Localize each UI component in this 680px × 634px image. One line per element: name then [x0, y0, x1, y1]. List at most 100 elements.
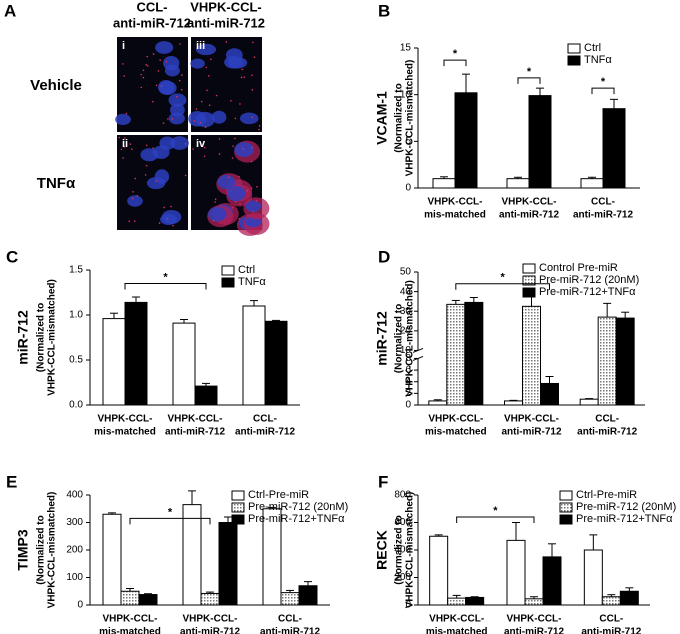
signal-dot	[184, 174, 187, 177]
nucleus	[234, 142, 254, 158]
y-tick-label: 100	[66, 572, 83, 583]
legend-swatch	[231, 502, 245, 513]
y-axis-subtitle: (Normalized to	[394, 515, 405, 584]
nucleus	[158, 81, 177, 95]
signal-dot	[234, 200, 237, 203]
signal-dot	[192, 148, 194, 150]
bar	[242, 305, 266, 406]
signal-dot	[239, 103, 241, 105]
significance-star: *	[493, 505, 498, 517]
signal-dot	[212, 220, 215, 222]
y-axis-subtitle: (Normalized to	[36, 303, 47, 372]
x-tick-label: VHPK-CCL-	[103, 614, 158, 625]
y-tick-label: 15	[400, 43, 412, 54]
nucleus	[196, 43, 217, 56]
row-header: Vehicle	[30, 77, 82, 94]
x-tick-label: VHPK-CCL-	[429, 614, 484, 625]
bar	[504, 400, 523, 406]
signal-dot	[232, 145, 234, 147]
bar	[298, 585, 318, 606]
bar	[280, 592, 300, 606]
bar	[464, 301, 484, 406]
y-tick-label: 4	[405, 376, 411, 387]
x-tick-label: VHPK-CCL-	[504, 414, 559, 425]
signal-dot	[251, 89, 254, 91]
y-tick-label: 50	[400, 267, 412, 278]
bar	[579, 398, 599, 406]
signal-dot	[160, 85, 163, 87]
y-tick-label: 600	[394, 517, 411, 528]
y-tick-label: 800	[394, 490, 411, 501]
y-tick-label: 40	[400, 286, 412, 297]
column-header: VHPK-CCL-	[190, 0, 262, 14]
nucleus	[227, 57, 248, 69]
signal-dot	[157, 70, 160, 72]
signal-dot	[142, 76, 145, 79]
significance-star: *	[163, 271, 168, 283]
panel-label: C	[6, 247, 18, 266]
bar	[506, 178, 530, 189]
bar	[454, 92, 478, 189]
signal-dot	[176, 95, 178, 98]
signal-dot	[171, 118, 174, 120]
nucleus	[161, 209, 182, 225]
signal-dot	[128, 220, 131, 223]
signal-dot	[165, 61, 168, 63]
signal-dot	[145, 64, 147, 66]
bar	[194, 385, 218, 406]
bar	[262, 508, 282, 606]
image-label: ii	[122, 138, 128, 150]
y-tick-label: 0.5	[69, 355, 83, 366]
nucleus	[140, 148, 159, 162]
y-tick-label: 20	[400, 325, 412, 336]
y-tick-label: 8	[405, 353, 411, 364]
legend-label: Pre-miR-712 (20nM)	[248, 501, 348, 513]
significance-star: *	[601, 76, 606, 88]
y-tick-label: 0.0	[69, 400, 83, 411]
signal-dot	[170, 205, 172, 208]
legend-label: Pre-miR-712 (20nM)	[576, 501, 676, 513]
signal-dot	[131, 197, 134, 200]
x-tick-label: anti-miR-712	[577, 427, 637, 438]
x-tick-label: anti-miR-712	[573, 210, 633, 221]
y-tick-label: 0	[405, 600, 411, 611]
signal-dot	[218, 138, 221, 140]
bar	[522, 305, 541, 406]
signal-dot	[250, 146, 253, 149]
x-tick-label: CCL-	[595, 414, 619, 425]
signal-dot	[136, 195, 139, 197]
column-header: anti-miR-712	[113, 15, 191, 30]
x-tick-label: VHPK-CCL-	[183, 614, 238, 625]
legend-label: TNFα	[238, 276, 266, 288]
signal-dot	[255, 199, 258, 202]
legend-swatch	[231, 490, 245, 501]
y-axis-subtitle: VHPK-CCL-mismatched)	[47, 279, 58, 396]
y-axis-subtitle: VHPK-CCL-mismatched)	[405, 492, 416, 609]
y-axis-title: miR-712	[15, 310, 31, 365]
signal-dot	[225, 41, 228, 43]
signal-dot	[125, 112, 128, 115]
y-tick-label: 10	[400, 345, 412, 356]
signal-dot	[246, 190, 249, 192]
nucleus	[190, 58, 205, 69]
bar	[615, 317, 635, 406]
x-tick-label: anti-miR-712	[501, 427, 561, 438]
signal-dot	[180, 88, 183, 91]
panel-label: B	[378, 1, 390, 20]
nucleus	[164, 64, 180, 77]
legend-label: Pre-miR-712 (20nM)	[539, 274, 639, 286]
bar	[580, 178, 604, 189]
signal-dot	[203, 155, 206, 158]
signal-dot	[214, 198, 217, 200]
signal-dot	[144, 174, 147, 176]
signal-dot	[152, 100, 154, 103]
y-tick-label: 2	[405, 388, 411, 399]
signal-dot	[146, 65, 149, 67]
signal-dot	[184, 143, 187, 145]
nucleus	[155, 41, 174, 54]
bar	[619, 590, 639, 606]
x-tick-label: VHPK-CCL-	[168, 414, 223, 425]
legend-label: Ctrl	[584, 42, 601, 54]
signal-dot	[253, 56, 256, 58]
